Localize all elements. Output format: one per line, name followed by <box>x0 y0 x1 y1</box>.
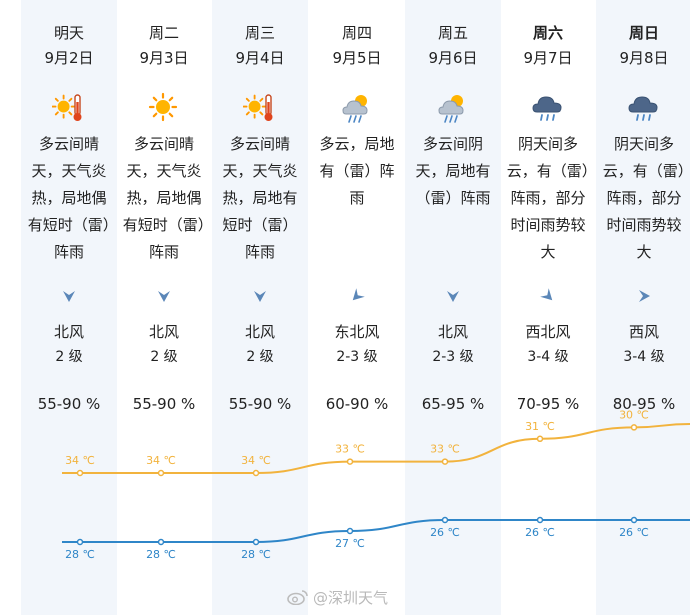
day-date: 9月6日 <box>428 49 478 67</box>
watermark-text: @深圳天气 <box>313 588 389 607</box>
day-name: 周五 <box>437 24 468 42</box>
wind-level: 2 级 <box>246 349 274 365</box>
humidity: 60-90 % <box>325 395 389 413</box>
wind-level: 2-3 级 <box>336 349 378 365</box>
day-name: 周三 <box>244 24 275 42</box>
day-date: 9月8日 <box>619 49 669 67</box>
wind-direction: 北风 <box>148 323 179 341</box>
day-column: 周五 9月6日多云间阴天，局地有（雷）阵雨北风 2-3 级 65-95 % <box>405 0 501 615</box>
weather-description: 多云间晴天，天气炎热，局地偶有短时（雷）阵雨 <box>122 135 206 261</box>
humidity: 55-90 % <box>132 395 196 413</box>
wind-direction-arrow-icon <box>539 287 557 305</box>
dark-cloud-rain-icon <box>531 91 565 125</box>
weather-description: 多云间晴天，天气炎热，局地偶有短时（雷）阵雨 <box>27 135 111 261</box>
wind-direction-arrow-icon <box>155 287 173 305</box>
wind-direction: 北风 <box>53 323 84 341</box>
partly-sunny-hot-icon <box>51 91 86 125</box>
humidity: 55-90 % <box>228 395 292 413</box>
day-name: 明天 <box>53 24 84 42</box>
wind-direction-arrow-icon <box>251 287 269 305</box>
wind-level: 2 级 <box>55 349 83 365</box>
day-column: 明天 9月2日多云间晴天，天气炎热，局地偶有短时（雷）阵雨北风 2 级 55-90 % <box>21 0 117 615</box>
weather-description: 阴天间多云，有（雷）阵雨，部分时间雨势较大 <box>506 135 590 261</box>
wind-level: 3-4 级 <box>527 349 569 365</box>
cloudy-thunder-rain-icon <box>340 91 374 125</box>
wind-direction: 东北风 <box>334 323 380 341</box>
humidity: 65-95 % <box>421 395 485 413</box>
day-column: 周六 9月7日阴天间多云，有（雷）阵雨，部分时间雨势较大西北风 3-4 级 70-95… <box>500 0 596 615</box>
day-date: 9月7日 <box>523 49 573 67</box>
weather-description: 多云，局地有（雷）阵雨 <box>319 135 395 207</box>
day-column: 周三 9月4日多云间晴天，天气炎热，局地有短时（雷）阵雨北风 2 级 55-90 % <box>212 0 308 615</box>
day-name: 周六 <box>532 24 563 42</box>
cloudy-thunder-rain-icon <box>436 91 470 125</box>
partly-sunny-hot-icon <box>242 91 277 125</box>
day-date: 9月2日 <box>44 49 94 67</box>
weather-description: 多云间晴天，天气炎热，局地有短时（雷）阵雨 <box>222 135 298 261</box>
humidity: 55-90 % <box>37 395 101 413</box>
wind-direction-arrow-icon <box>60 287 78 305</box>
day-name: 周日 <box>628 24 659 42</box>
wind-direction: 西风 <box>628 323 659 341</box>
day-column: 周二 9月3日多云间晴天，天气炎热，局地偶有短时（雷）阵雨北风 2 级 55-90 % <box>116 0 212 615</box>
weather-description: 多云间阴天，局地有（雷）阵雨 <box>415 135 491 207</box>
dark-cloud-rain-icon <box>627 91 661 125</box>
day-date: 9月3日 <box>139 49 189 67</box>
humidity: 70-95 % <box>516 395 580 413</box>
wind-direction-arrow-icon <box>348 287 366 305</box>
day-name: 周二 <box>148 24 179 42</box>
wind-level: 2 级 <box>150 349 178 365</box>
day-column: 周日 9月8日阴天间多云，有（雷）阵雨，部分时间雨势较大西风 3-4 级 80-95 … <box>596 0 690 615</box>
wind-level: 3-4 级 <box>623 349 665 365</box>
sunny-icon <box>147 91 181 125</box>
day-column: 周四 9月5日多云，局地有（雷）阵雨东北风 2-3 级 60-90 % <box>309 0 405 615</box>
weather-description: 阴天间多云，有（雷）阵雨，部分时间雨势较大 <box>602 135 686 261</box>
humidity: 80-95 % <box>612 395 676 413</box>
day-date: 9月5日 <box>332 49 382 67</box>
wind-level: 2-3 级 <box>432 349 474 365</box>
wind-direction-arrow-icon <box>444 287 462 305</box>
wind-direction: 北风 <box>437 323 468 341</box>
wind-direction: 北风 <box>244 323 275 341</box>
watermark: @深圳天气 <box>287 587 388 607</box>
wind-direction: 西北风 <box>525 323 571 341</box>
day-name: 周四 <box>341 24 372 42</box>
wind-direction-arrow-icon <box>635 287 653 305</box>
weibo-icon <box>287 590 308 605</box>
day-date: 9月4日 <box>235 49 285 67</box>
